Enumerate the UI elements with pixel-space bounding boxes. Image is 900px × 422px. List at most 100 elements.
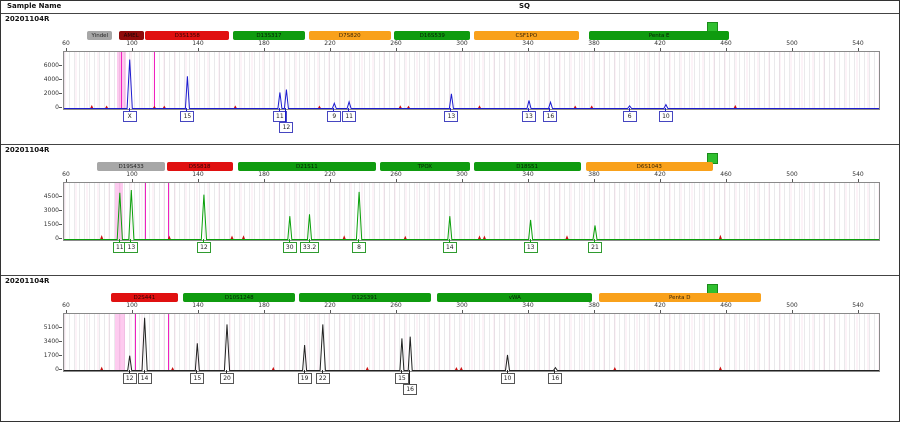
pullup-magenta-line [144,183,146,240]
marker-bar[interactable]: TPOX [379,162,471,171]
y-axis-tick [59,341,62,342]
x-axis-tick-label: 100 [126,171,138,178]
x-axis-tick [594,310,595,313]
x-axis-tick [726,179,727,182]
marker-bar[interactable]: D10S1248 [183,293,296,302]
marker-bar[interactable]: Penta E [589,31,730,40]
x-axis-tick [528,48,529,51]
allele-connector [143,370,145,373]
y-axis-tick [59,210,62,211]
marker-bar[interactable]: D16S539 [394,31,471,40]
electropherogram-panel: 20201104R Yindel AMEL D3S1358 D13S317 D7S820 D… [1,13,899,145]
allele-connector [528,108,529,111]
marker-bar[interactable]: Penta D [598,293,761,302]
marker-bar[interactable]: D21S11 [237,162,377,171]
marker-bar[interactable]: vWA [437,293,593,302]
x-axis-tick-label: 340 [522,302,534,309]
marker-bar[interactable]: CSF1PO [473,31,580,40]
allele-label[interactable]: 19 [297,373,312,384]
marker-bar[interactable]: D6S1043 [585,162,713,171]
dye-trace [64,317,879,371]
y-axis-tick [59,79,62,80]
allele-label[interactable]: 33.2 [300,242,320,253]
x-axis-tick-label: 540 [852,302,864,309]
y-axis-tick [59,369,62,370]
x-axis-tick-label: 100 [126,40,138,47]
allele-label[interactable]: 30 [282,242,297,253]
allele-label[interactable]: 15 [180,111,195,122]
allele-label[interactable]: 22 [315,373,330,384]
allele-connector [448,239,450,242]
y-axis-label: 2000 [43,90,59,97]
x-axis-tick-label: 460 [720,40,732,47]
x-axis-tick-label: 60 [62,171,70,178]
y-axis-label: 6000 [43,62,59,69]
x-axis-tick-label: 540 [852,40,864,47]
x-axis-tick-label: 140 [192,40,204,47]
allele-label[interactable]: 14 [137,373,152,384]
allele-label[interactable]: 9 [327,111,342,122]
marker-bar[interactable]: D12S391 [298,293,431,302]
allele-label[interactable]: 16 [548,373,563,384]
allele-label[interactable]: 13 [124,242,139,253]
allele-connector [400,370,402,373]
marker-bar[interactable]: D18S51 [473,162,581,171]
y-axis-tick [59,355,62,356]
allele-label[interactable]: 20 [220,373,235,384]
marker-bar[interactable]: Yindel [87,31,113,40]
allele-label[interactable]: 16 [543,111,558,122]
marker-bar[interactable]: D13S317 [232,31,306,40]
allele-label[interactable]: 8 [352,242,367,253]
allele-label[interactable]: 6 [622,111,637,122]
x-axis-tick-label: 260 [390,40,402,47]
sample-name[interactable]: 20201104R [5,146,50,154]
allele-label[interactable]: 12 [196,242,211,253]
allele-label[interactable]: 10 [500,373,515,384]
x-axis-tick [792,48,793,51]
marker-bar[interactable]: D7S820 [308,31,392,40]
allele-connector [450,108,452,111]
x-axis-tick-label: 180 [258,171,270,178]
allele-label[interactable]: 11 [342,111,357,122]
allele-label[interactable]: 13 [523,242,538,253]
x-axis-tick-label: 340 [522,40,534,47]
marker-bar[interactable]: D2S441 [110,293,179,302]
allele-label[interactable]: 15 [394,373,409,384]
allele-label[interactable]: 21 [588,242,602,253]
allele-label[interactable]: 13 [444,111,459,122]
x-axis-tick [132,179,133,182]
marker-bar[interactable]: D19S433 [97,162,165,171]
x-axis-tick-label: 140 [192,302,204,309]
allele-label[interactable]: 14 [442,242,457,253]
x-axis-tick [660,48,661,51]
plot-area[interactable] [63,51,880,110]
allele-label[interactable]: 13 [522,111,536,122]
marker-bar[interactable]: D5S818 [166,162,233,171]
sample-name[interactable]: 20201104R [5,277,50,285]
x-axis-tick-label: 340 [522,171,534,178]
allele-connector [628,108,630,111]
allele-label[interactable]: 12 [279,122,294,133]
pullup-magenta-line [167,314,169,371]
x-axis-tick-label: 460 [720,302,732,309]
marker-bar[interactable]: AMEL [118,31,144,40]
plot-area[interactable] [63,313,880,372]
column-header-sq: SQ [519,2,530,10]
plot-area[interactable] [63,182,880,241]
sample-name[interactable]: 20201104R [5,15,50,23]
x-axis-tick [462,48,463,51]
x-axis-tick-label: 60 [62,40,70,47]
allele-label[interactable]: 12 [122,373,137,384]
x-axis-tick [198,310,199,313]
y-axis-label: 1500 [43,221,59,228]
allele-label[interactable]: 15 [190,373,205,384]
x-axis-tick [660,310,661,313]
allele-label[interactable]: 10 [658,111,673,122]
x-axis-tick-label: 420 [654,302,666,309]
allele-connector [358,239,360,242]
allele-label[interactable]: X [122,111,137,122]
marker-bar[interactable]: D3S1358 [145,31,230,40]
x-axis-tick-label: 220 [324,302,336,309]
y-axis-label: 3400 [43,338,59,345]
allele-label[interactable]: 16 [403,384,418,395]
